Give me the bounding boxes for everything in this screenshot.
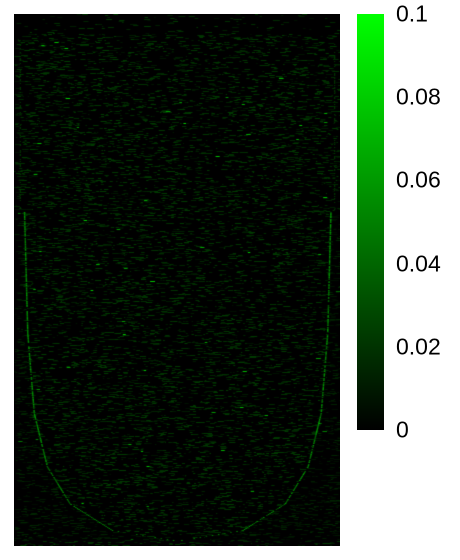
colorbar-tick-label: 0.08 bbox=[396, 83, 441, 110]
colorbar-tick-label: 0.02 bbox=[396, 333, 441, 360]
heatmap-plot bbox=[14, 14, 340, 546]
colorbar-tick-label: 0.04 bbox=[396, 250, 441, 277]
colorbar-tick-label: 0.06 bbox=[396, 166, 441, 193]
colorbar bbox=[357, 14, 384, 430]
colorbar-gradient bbox=[357, 14, 384, 430]
colorbar-tick-label: 0.1 bbox=[396, 0, 428, 27]
colorbar-tick-label: 0 bbox=[396, 416, 409, 443]
